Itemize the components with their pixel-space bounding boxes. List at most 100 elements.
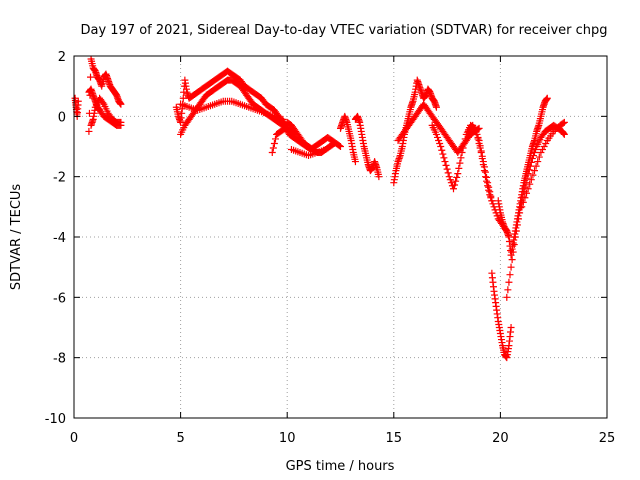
data-point	[271, 135, 279, 143]
data-point	[476, 144, 484, 152]
data-point	[550, 127, 558, 135]
data-point	[479, 161, 487, 169]
plot-frame	[73, 55, 608, 419]
data-point	[485, 186, 493, 194]
data-point	[543, 94, 551, 102]
data-point	[434, 133, 442, 141]
data-point	[508, 256, 516, 264]
data-point	[452, 177, 460, 185]
data-point	[515, 215, 523, 223]
data-point	[481, 173, 489, 181]
data-point	[451, 181, 459, 189]
data-point	[523, 174, 531, 182]
data-point	[179, 94, 187, 102]
data-point	[455, 164, 463, 172]
data-point	[518, 203, 526, 211]
data-point	[489, 200, 497, 208]
data-point	[526, 180, 534, 188]
data-point	[117, 118, 125, 126]
y-tick-label: 2	[58, 50, 66, 65]
data-point	[560, 118, 568, 126]
data-point	[487, 194, 495, 202]
data-series-s17	[488, 269, 515, 362]
data-series-s20	[518, 118, 568, 211]
x-tick-label: 10	[279, 431, 296, 446]
data-series-s7	[177, 97, 287, 123]
data-point	[477, 149, 485, 157]
data-point	[509, 248, 517, 256]
data-point	[512, 227, 520, 235]
data-series-s5	[172, 67, 291, 129]
data-point	[532, 162, 540, 170]
data-point	[438, 146, 446, 154]
data-point	[435, 136, 443, 144]
data-point	[457, 154, 465, 162]
data-point	[488, 197, 496, 205]
data-series-s19	[503, 121, 568, 301]
data-series-s4	[87, 94, 125, 129]
data-point	[444, 169, 452, 177]
data-point	[480, 167, 488, 175]
x-tick-label: 5	[176, 431, 184, 446]
data-point	[478, 155, 486, 163]
data-point	[523, 189, 531, 197]
data-point	[511, 233, 519, 241]
data-point	[456, 159, 464, 167]
data-point	[449, 185, 457, 193]
data-point	[473, 130, 481, 138]
data-series-s10	[287, 139, 338, 160]
data-point	[432, 130, 440, 138]
x-tick-label: 0	[70, 431, 78, 446]
data-point	[534, 158, 542, 166]
data-point	[442, 161, 450, 169]
data-point	[528, 155, 536, 163]
x-tick-label: 15	[386, 431, 403, 446]
data-point	[87, 73, 95, 81]
data-point	[269, 144, 277, 152]
y-tick-label: -4	[53, 231, 66, 246]
data-point	[437, 143, 445, 150]
data-point	[85, 127, 93, 135]
data-point	[524, 185, 532, 193]
data-point	[436, 139, 444, 147]
data-point	[483, 177, 491, 185]
data-point	[525, 166, 533, 174]
data-point	[537, 149, 545, 157]
data-point	[446, 176, 454, 184]
y-axis-label: SDTVAR / TECUs	[9, 184, 24, 291]
data-point	[529, 171, 537, 179]
data-point	[524, 170, 532, 178]
data-point	[517, 204, 525, 212]
data-point	[553, 124, 561, 132]
y-tick-label: 0	[58, 110, 66, 125]
data-point	[459, 144, 467, 152]
data-point	[542, 139, 550, 147]
data-point	[559, 119, 567, 127]
data-point	[440, 154, 448, 162]
grid	[74, 56, 607, 418]
data-point	[519, 198, 527, 206]
plot-area	[71, 55, 568, 362]
x-axis-label: GPS time / hours	[286, 459, 395, 474]
data-point	[375, 173, 383, 181]
data-point	[432, 103, 440, 111]
data-point	[74, 97, 82, 105]
data-point	[532, 146, 540, 154]
data-point	[443, 165, 451, 173]
data-point	[506, 271, 514, 279]
chart-title: Day 197 of 2021, Sidereal Day-to-day VTE…	[80, 23, 607, 38]
data-point	[330, 139, 338, 147]
data-point	[510, 241, 518, 249]
data-point	[337, 143, 344, 150]
data-point	[531, 149, 539, 157]
data-point	[529, 152, 537, 160]
data-point	[475, 139, 483, 147]
data-point	[441, 158, 449, 166]
data-point	[486, 191, 494, 199]
data-series-s13	[390, 76, 440, 187]
data-point	[474, 135, 482, 143]
data-point	[507, 263, 515, 271]
data-point	[531, 167, 539, 175]
data-point	[270, 139, 278, 147]
